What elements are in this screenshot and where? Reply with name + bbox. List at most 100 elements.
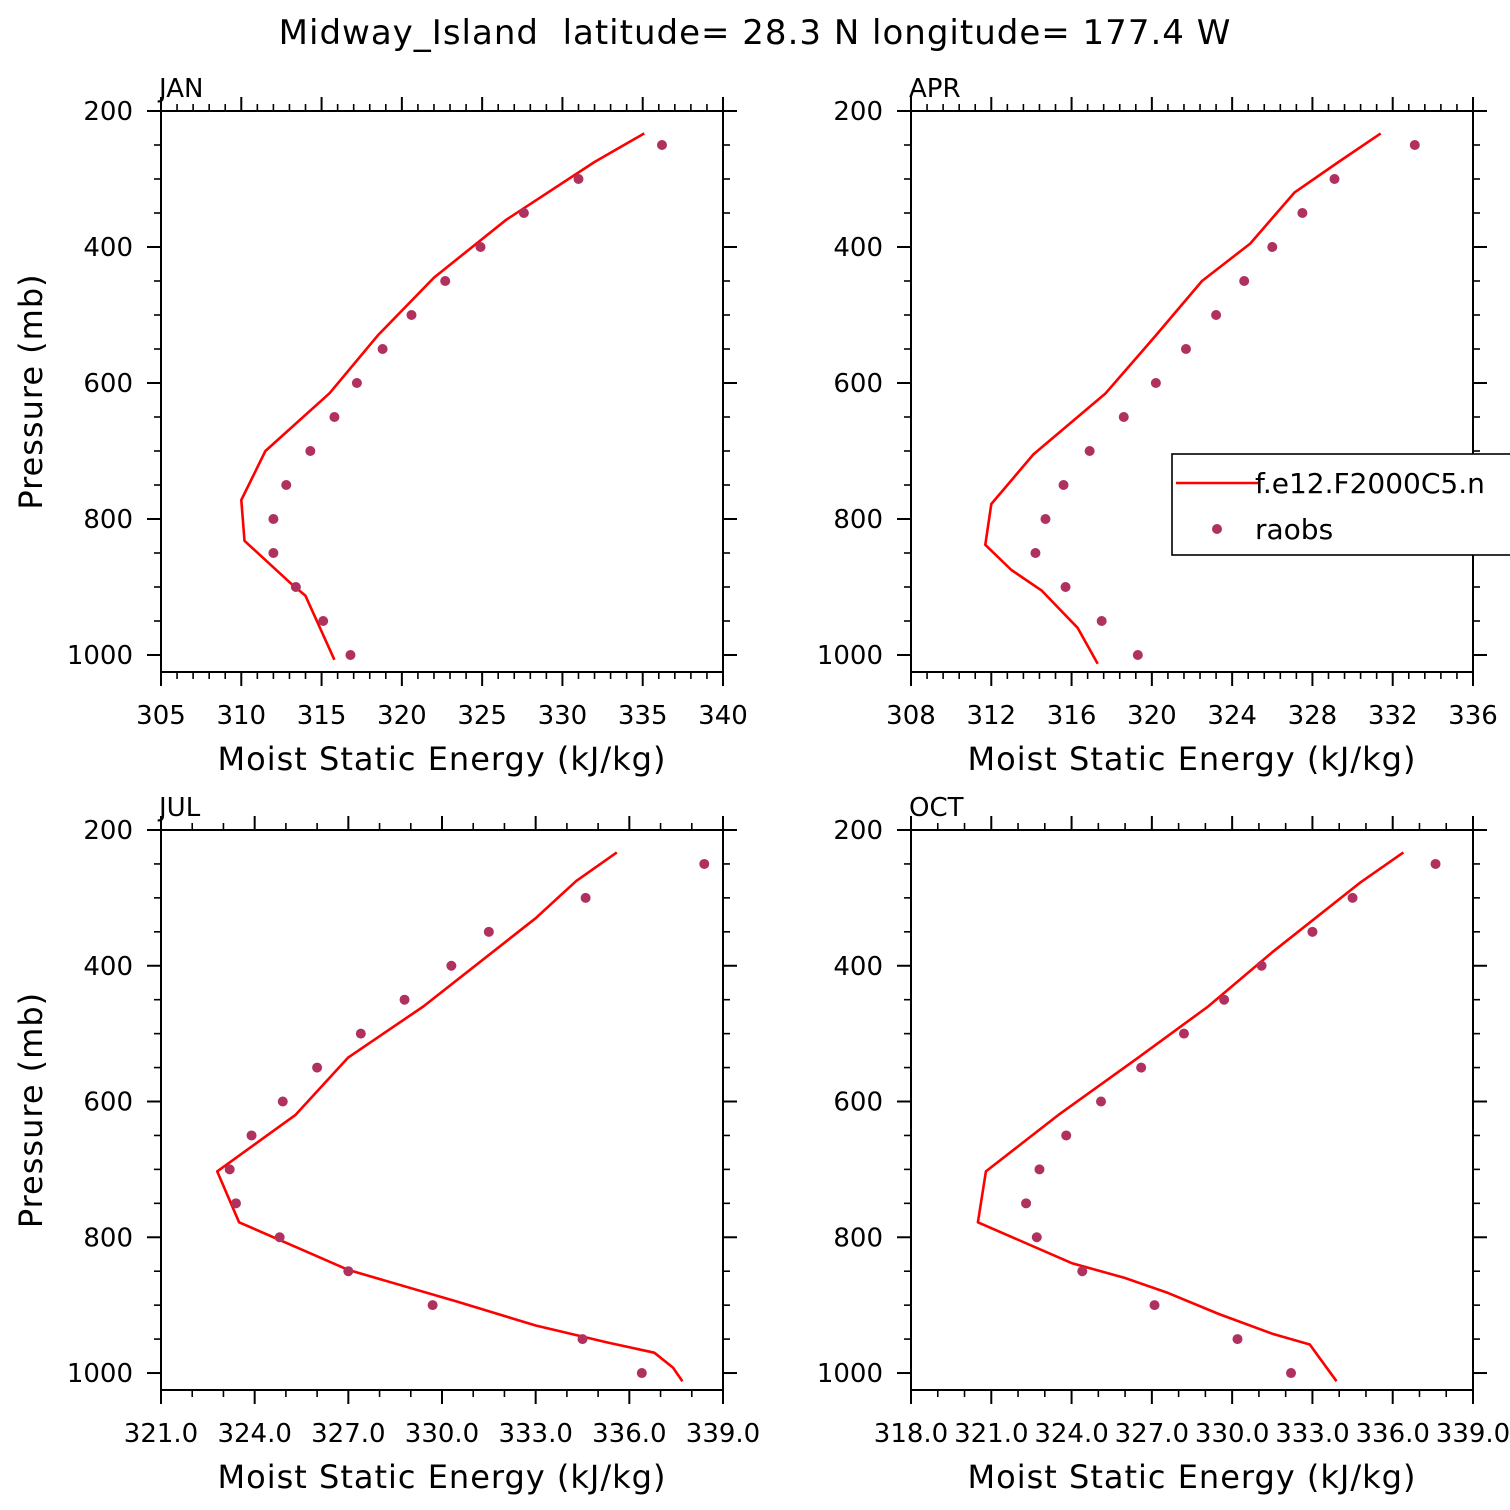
x-tick-label: 308 (886, 701, 936, 731)
y-tick-label: 1000 (817, 641, 883, 671)
x-tick-label: 312 (966, 701, 1016, 731)
raobs-point (305, 446, 316, 456)
x-tick-label: 318.0 (874, 1419, 948, 1449)
y-tick-label: 1000 (67, 641, 133, 671)
panel-apr: APR 308 312 316 320 324 328 332 336 200 400 600 800 1… (817, 74, 1498, 778)
raobs-point (483, 926, 494, 937)
x-tick-label: 333.0 (1275, 1419, 1349, 1449)
legend-raobs-dot (1212, 524, 1222, 534)
x-tick-label: 325 (457, 701, 507, 731)
raobs-point (1180, 344, 1191, 354)
plot-frame (910, 110, 1474, 673)
legend-model-label: f.e12.F2000C5.n (1255, 467, 1485, 500)
x-tick-label: 321.0 (954, 1419, 1028, 1449)
raobs-point (656, 140, 667, 150)
x-tick-label: 330.0 (405, 1419, 479, 1449)
y-tick-label: 600 (833, 369, 883, 399)
raobs-point (1219, 994, 1230, 1005)
x-tick-label: 333.0 (498, 1419, 572, 1449)
raobs-point (281, 480, 292, 490)
raobs-point (1297, 208, 1308, 218)
raobs-point (1267, 242, 1278, 252)
raobs-point (224, 1164, 235, 1175)
raobs-point (1430, 858, 1441, 869)
x-tick-label: 305 (136, 701, 186, 731)
y-tick-label: 400 (833, 233, 883, 263)
plot-frame (160, 110, 724, 673)
legend-raobs-label: raobs (1255, 513, 1333, 546)
panel-title: OCT (909, 793, 964, 823)
x-tick-label: 324.0 (217, 1419, 291, 1449)
x-axis-label: Moist Static Energy (kJ/kg) (968, 740, 1417, 778)
raobs-point (268, 548, 279, 558)
raobs-point (573, 174, 584, 184)
raobs-point (699, 858, 710, 869)
raobs-point (1307, 926, 1318, 937)
raobs-point (1211, 310, 1222, 320)
raobs-point (1060, 582, 1071, 592)
raobs-point (1096, 1096, 1107, 1107)
raobs-point (1084, 446, 1095, 456)
raobs-point (318, 616, 329, 626)
raobs-point (1030, 548, 1041, 558)
panel-title: JUL (157, 793, 201, 823)
x-tick-label: 332 (1368, 701, 1418, 731)
y-tick-label: 800 (83, 1223, 133, 1253)
raobs-point (440, 276, 451, 286)
x-tick-label: 327.0 (311, 1419, 385, 1449)
x-tick-label: 324.0 (1034, 1419, 1108, 1449)
x-tick-label: 328 (1288, 701, 1338, 731)
x-tick-label: 315 (297, 701, 347, 731)
raobs-point (406, 310, 417, 320)
x-tick-label: 320 (377, 701, 427, 731)
y-axis-label: Pressure (mb) (12, 273, 50, 509)
x-tick-label: 324 (1207, 701, 1257, 731)
raobs-point (1021, 1198, 1032, 1209)
raobs-point (277, 1096, 288, 1107)
x-tick-label: 340 (698, 701, 748, 731)
y-tick-label: 600 (83, 369, 133, 399)
raobs-point (345, 650, 356, 660)
x-tick-label: 336.0 (1355, 1419, 1429, 1449)
raobs-point (1118, 412, 1129, 422)
panel-jul: JUL 321.0 324.0 327.0 330.0 333.0 336.0 339.0 20… (12, 793, 760, 1496)
y-tick-label: 400 (833, 952, 883, 982)
raobs-point (1347, 892, 1358, 903)
y-tick-label: 800 (833, 505, 883, 535)
y-tick-label: 400 (83, 233, 133, 263)
raobs-point (1132, 650, 1143, 660)
x-tick-label: 336 (1448, 701, 1498, 731)
figure-title: Midway_Island latitude= 28.3 N longitude… (279, 13, 1232, 53)
raobs-point (577, 1334, 588, 1345)
raobs-point (355, 1028, 366, 1039)
x-tick-label: 327.0 (1115, 1419, 1189, 1449)
model-profile-line (984, 132, 1382, 665)
x-tick-label: 330.0 (1195, 1419, 1269, 1449)
raobs-point (1077, 1266, 1088, 1277)
x-tick-label: 320 (1127, 701, 1177, 731)
y-tick-label: 200 (833, 97, 883, 127)
y-tick-label: 200 (83, 816, 133, 846)
raobs-point (475, 242, 486, 252)
raobs-point (518, 208, 529, 218)
raobs-point (1058, 480, 1069, 490)
raobs-point (246, 1130, 257, 1141)
x-axis-label: Moist Static Energy (kJ/kg) (968, 1458, 1417, 1496)
raobs-point (1031, 1232, 1042, 1243)
y-axis-label: Pressure (mb) (12, 992, 50, 1228)
x-tick-label: 330 (538, 701, 588, 731)
raobs-point (446, 960, 457, 971)
y-tick-label: 600 (833, 1088, 883, 1118)
y-tick-label: 1000 (67, 1359, 133, 1389)
raobs-point (1256, 960, 1267, 971)
raobs-point (1150, 378, 1161, 388)
raobs-point (1149, 1300, 1160, 1311)
raobs-point (329, 412, 340, 422)
y-tick-label: 600 (83, 1088, 133, 1118)
raobs-point (1232, 1334, 1243, 1345)
model-profile-line (976, 851, 1405, 1382)
panels: JAN 305 310 315 320 325 330 335 340 200 400 600 800 1… (12, 74, 1510, 1496)
panel-title: JAN (157, 74, 203, 104)
panel-jan: JAN 305 310 315 320 325 330 335 340 200 400 600 800 1… (12, 74, 748, 778)
